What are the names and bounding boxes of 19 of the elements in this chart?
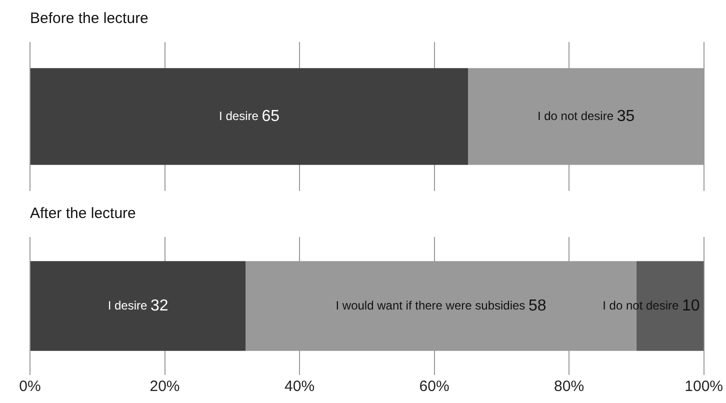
- x-tick-label: 80%: [554, 378, 584, 396]
- series-label: I do not desire: [537, 108, 617, 123]
- series-label: I would want if there were subsidies: [336, 298, 529, 312]
- series-label: I do not desire: [602, 298, 682, 312]
- data-label: 32: [150, 297, 168, 314]
- data-label: 10: [682, 297, 700, 314]
- data-label: 65: [262, 108, 280, 125]
- data-label: 58: [528, 297, 546, 314]
- x-tick-label: 100%: [684, 378, 724, 396]
- data-label: 35: [616, 108, 635, 125]
- chart-title: After the lecture: [30, 205, 136, 222]
- x-tick-label: 60%: [419, 378, 450, 396]
- x-tick-label: 0%: [19, 378, 41, 396]
- x-tick-label: 20%: [150, 378, 180, 396]
- series-label: I desire: [108, 298, 151, 312]
- bar: [30, 261, 246, 351]
- x-tick-label: 40%: [284, 378, 315, 396]
- series-label: I desire: [219, 108, 262, 123]
- chart-title: Before the lecture: [30, 10, 148, 28]
